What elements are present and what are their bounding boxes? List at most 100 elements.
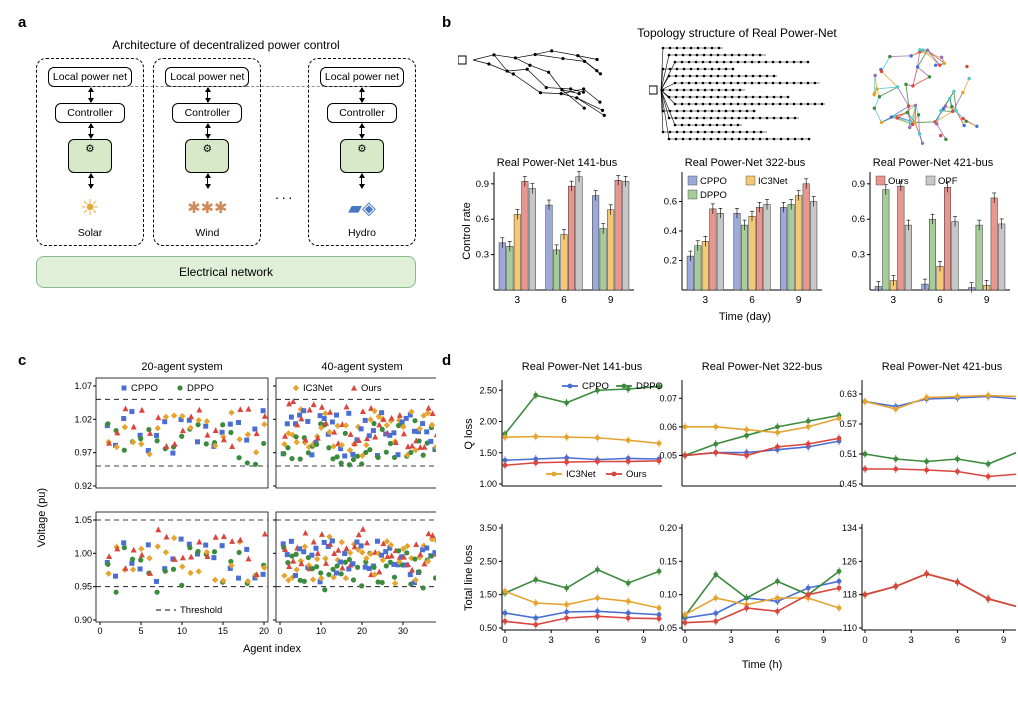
svg-text:0.90: 0.90 <box>74 615 92 625</box>
panel-c: Voltage (pu) 20-agent system 40-agent sys… <box>36 358 436 678</box>
svg-text:0.15: 0.15 <box>659 556 677 566</box>
svg-text:1.00: 1.00 <box>479 479 497 489</box>
svg-text:Time (h): Time (h) <box>742 659 783 671</box>
svg-text:20-agent system: 20-agent system <box>141 361 222 373</box>
gear-icon: ⚙ <box>203 143 212 155</box>
topology-421 <box>840 42 1016 150</box>
svg-text:9: 9 <box>1001 635 1006 646</box>
svg-text:0.3: 0.3 <box>852 250 865 261</box>
svg-text:1.02: 1.02 <box>74 414 92 424</box>
svg-text:Real Power-Net 322-bus: Real Power-Net 322-bus <box>702 361 823 373</box>
svg-text:6: 6 <box>937 295 943 306</box>
svg-text:0.20: 0.20 <box>659 523 677 533</box>
svg-text:DPPO: DPPO <box>636 381 663 392</box>
svg-text:OPF: OPF <box>938 176 958 187</box>
svg-text:0.97: 0.97 <box>74 448 92 458</box>
hydro-icon: ▰◈ <box>345 191 379 225</box>
svg-text:3: 3 <box>729 635 734 646</box>
svg-text:30: 30 <box>398 626 408 636</box>
svg-text:15: 15 <box>218 626 228 636</box>
svg-text:Threshold: Threshold <box>180 605 222 616</box>
svg-text:9: 9 <box>821 635 826 646</box>
arrow-icon <box>207 124 208 138</box>
svg-text:Total line loss: Total line loss <box>463 544 475 611</box>
svg-text:6: 6 <box>749 295 755 306</box>
svg-text:0.92: 0.92 <box>74 481 92 491</box>
arrow-icon <box>361 124 362 138</box>
svg-text:2.00: 2.00 <box>479 417 497 427</box>
svg-text:Real Power-Net 421-bus: Real Power-Net 421-bus <box>882 361 1003 373</box>
ellipsis-icon: ··· <box>271 189 299 205</box>
svg-text:10: 10 <box>177 626 187 636</box>
svg-text:Ours: Ours <box>626 469 647 480</box>
source-label: Hydro <box>348 227 376 239</box>
svg-text:IC3Net: IC3Net <box>758 176 788 187</box>
panel-b-title: Topology structure of Real Power-Net <box>458 26 1016 40</box>
svg-text:Ours: Ours <box>888 176 909 187</box>
svg-text:0.51: 0.51 <box>839 449 857 459</box>
electrical-network-box: Electrical network <box>36 256 416 288</box>
local-net-box: Local power net <box>165 67 249 87</box>
svg-text:CPPO: CPPO <box>582 381 609 392</box>
gear-icon: ⚙ <box>85 143 94 155</box>
svg-text:Real Power-Net 141-bus: Real Power-Net 141-bus <box>497 157 618 169</box>
topology-322 <box>649 42 825 150</box>
svg-text:40-agent system: 40-agent system <box>321 361 402 373</box>
svg-text:6: 6 <box>775 635 780 646</box>
arrow-icon <box>361 88 362 102</box>
svg-text:0.57: 0.57 <box>839 419 857 429</box>
svg-text:3.50: 3.50 <box>479 523 497 533</box>
svg-text:9: 9 <box>796 295 802 306</box>
arrow-icon <box>90 88 91 102</box>
panel-label-a: a <box>18 14 26 31</box>
panel-b: Topology structure of Real Power-Net Rea… <box>458 26 1016 324</box>
arrow-icon <box>207 174 208 188</box>
panel-a-title: Architecture of decentralized power cont… <box>36 38 416 52</box>
svg-text:10: 10 <box>316 626 326 636</box>
svg-text:0.6: 0.6 <box>664 197 677 208</box>
bar-chart-322: Real Power-Net 322-bus0.20.40.6369Time (… <box>646 154 828 324</box>
svg-text:Q loss: Q loss <box>463 418 475 450</box>
svg-text:2.50: 2.50 <box>479 556 497 566</box>
svg-text:6: 6 <box>561 295 567 306</box>
controller-box: Controller <box>327 103 397 123</box>
arrow-icon <box>361 174 362 188</box>
controller-box: Controller <box>172 103 242 123</box>
svg-text:1.50: 1.50 <box>479 590 497 600</box>
local-net-box: Local power net <box>48 67 132 87</box>
svg-text:0.6: 0.6 <box>476 214 489 225</box>
wind-icon: ✱✱✱ <box>190 191 224 225</box>
svg-text:1.50: 1.50 <box>479 448 497 458</box>
gear-icon: ⚙ <box>357 143 366 155</box>
svg-text:0.50: 0.50 <box>479 623 497 633</box>
panel-c-ylabel: Voltage (pu) <box>36 488 48 547</box>
svg-text:Time (day): Time (day) <box>719 311 771 323</box>
source-label: Wind <box>195 227 219 239</box>
panel-label-d: d <box>442 352 451 369</box>
svg-text:0.4: 0.4 <box>664 226 677 237</box>
arrow-icon <box>90 174 91 188</box>
svg-text:Real Power-Net 421-bus: Real Power-Net 421-bus <box>873 157 994 169</box>
svg-text:0: 0 <box>277 626 282 636</box>
panel-a: Architecture of decentralized power cont… <box>36 38 416 288</box>
svg-text:0: 0 <box>502 635 507 646</box>
svg-text:0.9: 0.9 <box>852 179 865 190</box>
solar-icon: ☀ <box>73 191 107 225</box>
panel-c-chart: 20-agent system40-agent systemWithout di… <box>50 358 436 678</box>
svg-text:3: 3 <box>909 635 914 646</box>
svg-text:20: 20 <box>259 626 269 636</box>
svg-text:9: 9 <box>984 295 990 306</box>
arrow-icon <box>207 88 208 102</box>
svg-text:DPPO: DPPO <box>700 190 727 201</box>
arrow-icon <box>90 124 91 138</box>
svg-text:Control rate: Control rate <box>461 202 473 259</box>
local-net-box: Local power net <box>320 67 404 87</box>
connector-line <box>90 86 370 87</box>
svg-text:110: 110 <box>843 623 857 633</box>
agent-box: ⚙ <box>185 139 229 173</box>
svg-text:DPPO: DPPO <box>187 383 214 394</box>
topology-row <box>458 42 1016 150</box>
svg-text:3: 3 <box>515 295 521 306</box>
svg-text:CPPO: CPPO <box>700 176 727 187</box>
svg-text:IC3Net: IC3Net <box>566 469 596 480</box>
